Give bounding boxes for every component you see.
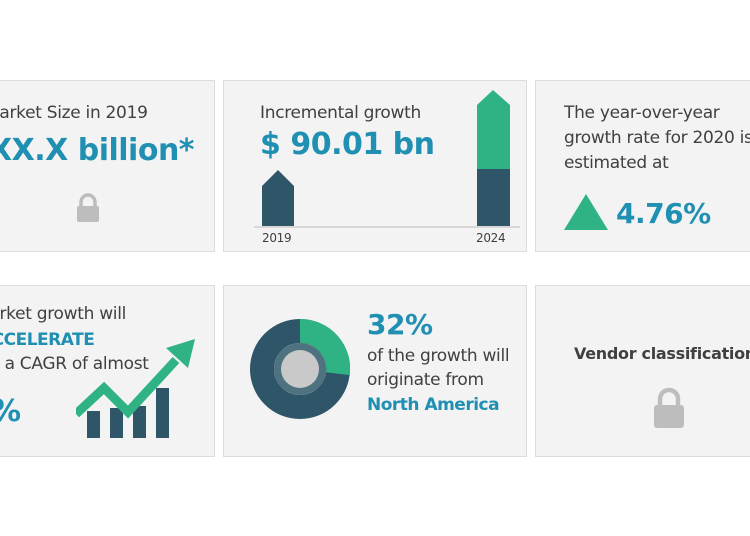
bar-2024-base: [477, 169, 510, 226]
market-size-label: Market Size in 2019: [0, 103, 148, 123]
yoy-line3: estimated at: [564, 153, 669, 173]
vendor-card: Vendor classification: [535, 285, 750, 457]
yoy-card: The year-over-year growth rate for 2020 …: [535, 80, 750, 252]
growth-bars: [254, 90, 520, 228]
incremental-growth-card: Incremental growth $ 90.01 bn 2019 2024: [223, 80, 527, 252]
trend-chart-icon: [76, 339, 195, 438]
cagr-card: Market growth will ACCELERATE at a CAGR …: [0, 285, 215, 457]
incremental-value: $ 90.01 bn: [260, 127, 435, 162]
market-size-value: XX.X billion*: [0, 133, 195, 168]
yoy-line2: growth rate for 2020 is: [564, 128, 750, 148]
region-value: 32%: [367, 308, 433, 341]
cagr-value: %: [0, 394, 21, 429]
region-line2: originate from: [367, 370, 484, 390]
yoy-line1: The year-over-year: [564, 103, 720, 123]
yoy-value: 4.76%: [616, 197, 711, 230]
incremental-label: Incremental growth: [260, 103, 421, 123]
year-2024: 2024: [476, 231, 506, 245]
donut-chart: [250, 319, 350, 419]
region-card: 32% of the growth will originate from No…: [223, 285, 527, 457]
region-line1: of the growth will: [367, 346, 510, 366]
lock-icon: [654, 387, 684, 428]
donut-slice-north-america: [299, 319, 350, 376]
triangle-up-icon: [564, 194, 608, 230]
lock-icon: [77, 193, 99, 222]
cagr-line1: Market growth will: [0, 304, 127, 324]
vendor-label: Vendor classification: [574, 344, 750, 363]
region-name: North America: [367, 395, 500, 415]
year-2019: 2019: [262, 231, 292, 245]
bar-2019: [262, 170, 294, 226]
cagr-line2: ACCELERATE: [0, 330, 95, 350]
bar-2024-growth: [477, 90, 510, 169]
cagr-line3: at a CAGR of almost: [0, 354, 149, 374]
market-size-card: Market Size in 2019 XX.X billion*: [0, 80, 215, 252]
